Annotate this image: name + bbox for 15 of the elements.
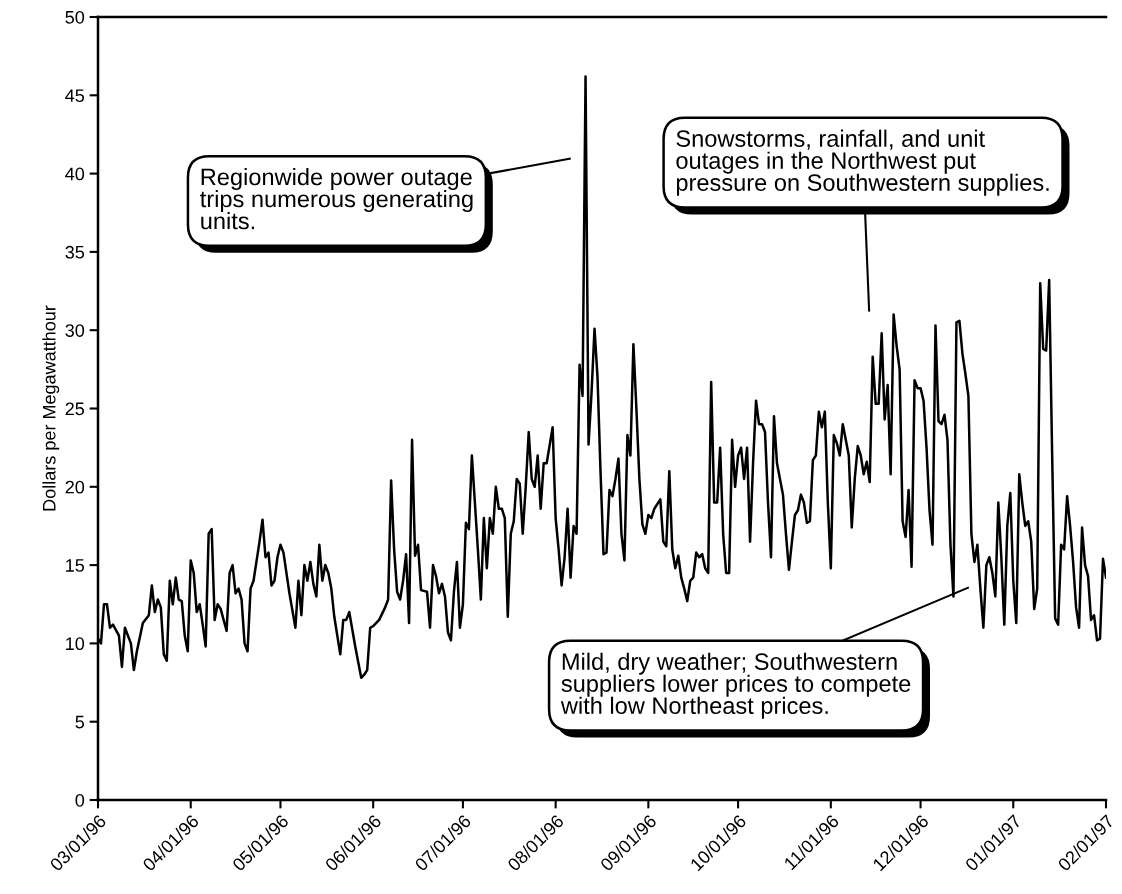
y-tick-label: 5 (75, 715, 85, 729)
y-tick-label: 45 (65, 89, 85, 103)
y-tick-label: 15 (66, 559, 85, 572)
y-tick-label: 10 (66, 637, 85, 651)
annotation: Snowstorms, rainfall, and unit outages in the Northwest put pressure on Southwestern supplies. (676, 129, 1049, 196)
annotation: Regionwide power outage trips numerous generating units. (200, 167, 473, 230)
y-tick-label: 0 (75, 793, 85, 807)
y-axis-title: Dollars per Megawatthour (42, 305, 60, 511)
annotation: Mild, dry weather; Southwestern suppliers lower prices to compete with low Northeast prices. (560, 652, 911, 719)
y-tick-label: 20 (65, 480, 85, 494)
y-tick-label: 35 (65, 245, 85, 259)
y-tick-label: 50 (65, 10, 85, 24)
y-tick-label: 40 (65, 167, 85, 181)
y-tick-label: 30 (65, 324, 85, 337)
y-tick-label: 25 (65, 402, 85, 416)
